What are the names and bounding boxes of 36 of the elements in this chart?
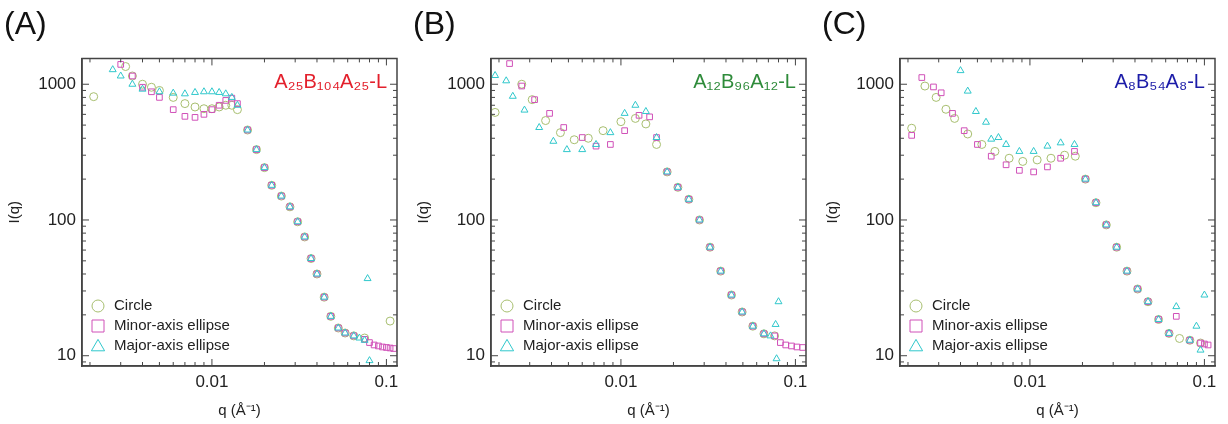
chart-title: (C) [822, 5, 867, 42]
legend-label: Major-axis ellipse [114, 336, 230, 354]
annotation: A₈B₅₄A₈-L [1114, 69, 1205, 92]
y-tick-label: 10 [466, 345, 485, 365]
legend-label: Circle [523, 296, 562, 314]
chart-title: (B) [413, 5, 456, 42]
x-tick-label: 0.1 [783, 372, 808, 392]
y-tick-label: 1000 [447, 73, 485, 93]
y-tick-label: 100 [47, 209, 76, 229]
y-tick-label: 100 [456, 209, 485, 229]
legend-label: Circle [932, 296, 971, 314]
legend-label: Minor-axis ellipse [932, 316, 1048, 334]
x-tick-label: 0.1 [374, 372, 399, 392]
x-axis-title: q (Å⁻¹) [218, 401, 261, 419]
x-axis-title: q (Å⁻¹) [1036, 401, 1079, 419]
x-axis-title: q (Å⁻¹) [627, 401, 670, 419]
legend-label: Minor-axis ellipse [114, 316, 230, 334]
y-tick-label: 1000 [38, 73, 76, 93]
y-axis-title: I(q) [414, 200, 432, 224]
legend-label: Circle [114, 296, 153, 314]
x-tick-label: 0.01 [1013, 372, 1047, 392]
x-tick-label: 0.01 [604, 372, 638, 392]
x-tick-label: 0.1 [1192, 372, 1217, 392]
y-tick-label: 10 [875, 345, 894, 365]
y-axis-title: I(q) [823, 200, 841, 224]
annotation: A₂₅B₁₀₄A₂₅-L [274, 69, 387, 92]
legend-label: Major-axis ellipse [932, 336, 1048, 354]
chart-title: (A) [4, 5, 47, 42]
y-tick-label: 100 [865, 209, 894, 229]
legend-label: Minor-axis ellipse [523, 316, 639, 334]
x-tick-label: 0.01 [195, 372, 229, 392]
legend-label: Major-axis ellipse [523, 336, 639, 354]
y-tick-label: 10 [57, 345, 76, 365]
annotation: A₁₂B₉₆A₁₂-L [693, 69, 796, 92]
y-axis-title: I(q) [5, 200, 23, 224]
y-tick-label: 1000 [856, 73, 894, 93]
